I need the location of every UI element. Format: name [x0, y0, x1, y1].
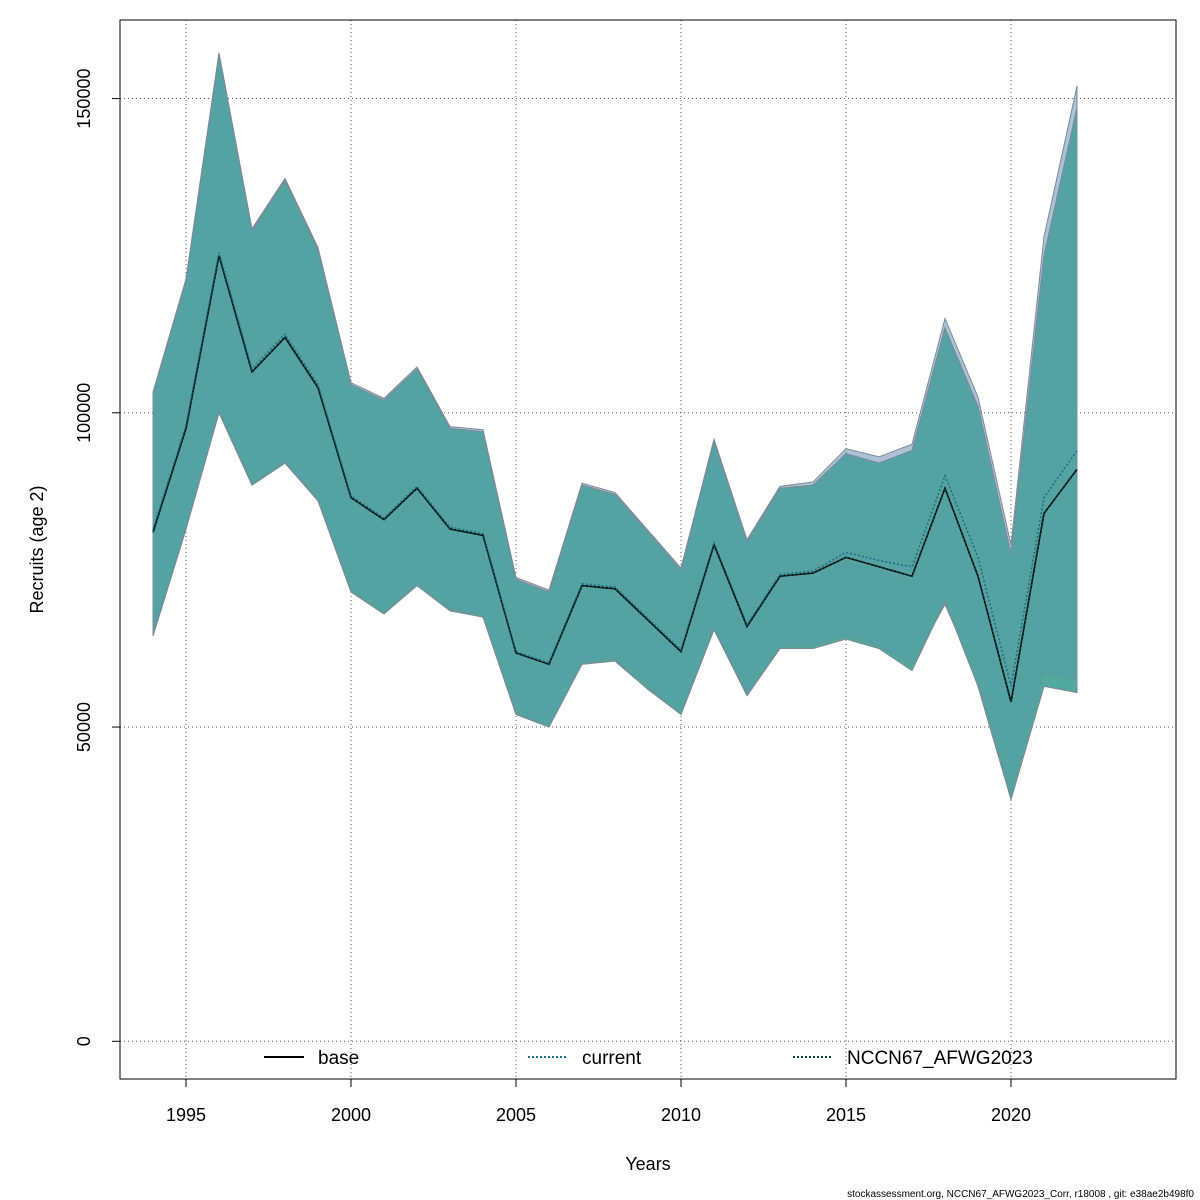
- y-tick-label: 50000: [74, 702, 94, 752]
- y-axis-label: Recruits (age 2): [27, 485, 47, 613]
- x-tick-label: 2020: [991, 1105, 1031, 1125]
- x-axis: 1995 2000 2005 2010 2015 2020: [166, 1079, 1031, 1125]
- series-line: [152, 255, 1078, 703]
- x-axis-label: Years: [625, 1154, 670, 1174]
- legend-label: current: [582, 1048, 642, 1069]
- x-tick-label: 1995: [166, 1105, 206, 1125]
- plot-frame: [119, 19, 1177, 1080]
- grid-lines: [120, 20, 1176, 1079]
- y-tick-label: 0: [74, 1036, 94, 1046]
- x-tick-label: 2015: [826, 1105, 866, 1125]
- legend-label: base: [318, 1048, 359, 1069]
- x-tick-label: 2005: [496, 1105, 536, 1125]
- x-tick-label: 2000: [331, 1105, 371, 1125]
- series-line: [152, 252, 1078, 687]
- y-axis: 0 50000 100000 150000: [74, 69, 120, 1046]
- legend-label: NCCN67_AFWG2023: [847, 1048, 1033, 1069]
- confidence-bands: [152, 52, 1078, 802]
- y-tick-label: 150000: [74, 69, 94, 129]
- confidence-band: [152, 54, 1078, 802]
- legend: base current NCCN67_AFWG2023: [264, 1048, 1033, 1069]
- footer-note: stockassessment.org, NCCN67_AFWG2023_Cor…: [847, 1189, 1194, 1200]
- y-tick-label: 100000: [74, 383, 94, 443]
- x-tick-label: 2010: [661, 1105, 701, 1125]
- series-lines: [152, 252, 1078, 703]
